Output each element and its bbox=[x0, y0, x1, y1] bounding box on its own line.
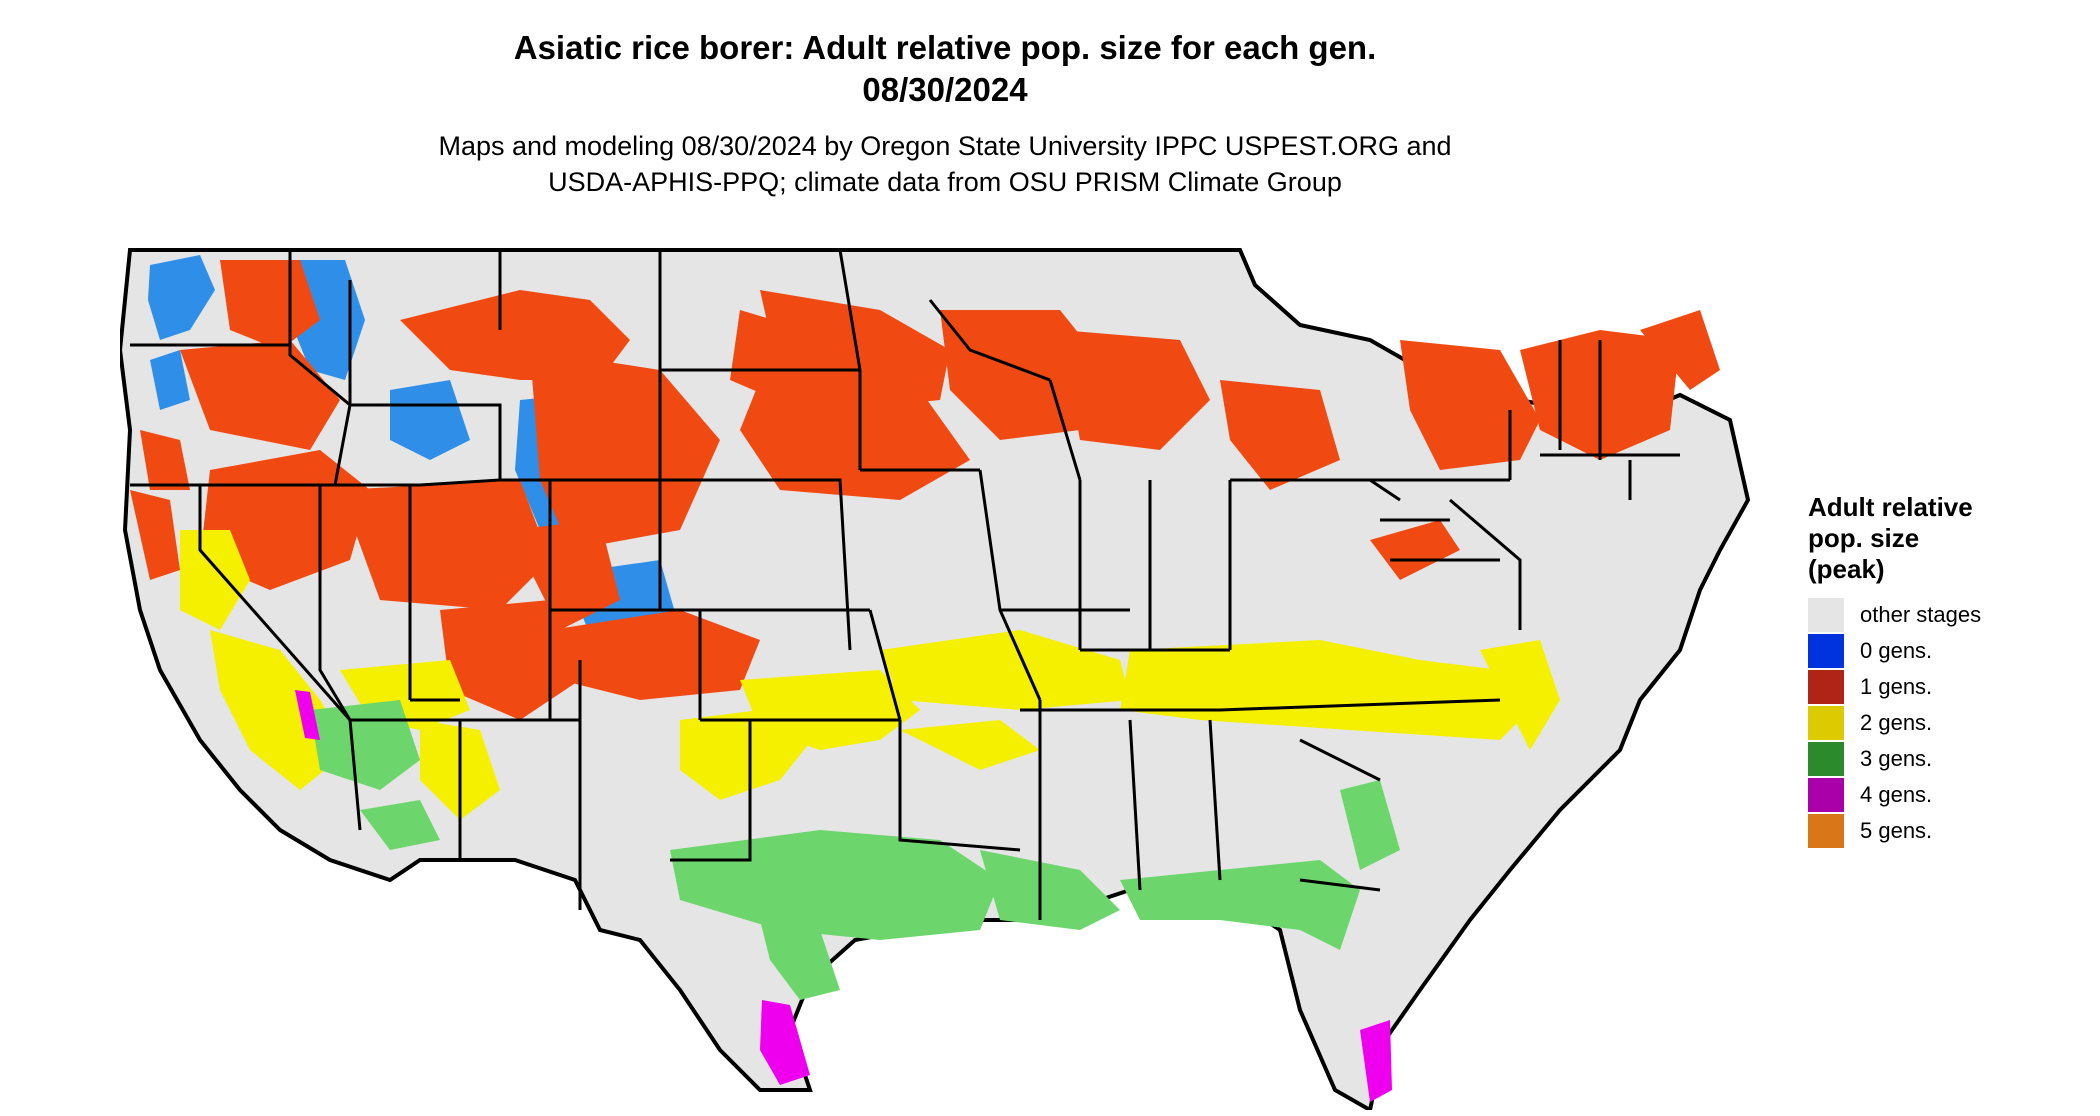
state-boundaries bbox=[130, 249, 1680, 920]
legend-swatch bbox=[1808, 742, 1844, 776]
four-generation-regions bbox=[295, 690, 1392, 1102]
legend-item-3-gens: 3 gens. bbox=[1808, 741, 1981, 777]
map-credits-line2: USDA-APHIS-PPQ; climate data from OSU PR… bbox=[548, 167, 1342, 197]
two-generation-regions bbox=[180, 530, 1560, 820]
legend-item-2-gens: 2 gens. bbox=[1808, 705, 1981, 741]
legend-swatch bbox=[1808, 706, 1844, 740]
legend-label: 0 gens. bbox=[1860, 638, 1933, 663]
legend-title-line: Adult relative bbox=[1808, 492, 1973, 522]
legend-swatch bbox=[1808, 670, 1844, 704]
legend-title: Adult relative pop. size (peak) bbox=[1808, 492, 1981, 585]
us-map bbox=[120, 248, 1751, 1110]
legend-item-other-stages: other stages bbox=[1808, 597, 1981, 633]
legend: Adult relative pop. size (peak) other st… bbox=[1808, 492, 1981, 849]
legend-swatch bbox=[1808, 814, 1844, 848]
legend-swatch bbox=[1808, 778, 1844, 812]
legend-label: other stages bbox=[1860, 602, 1982, 627]
three-generation-regions bbox=[310, 700, 1400, 1000]
legend-label: 3 gens. bbox=[1860, 746, 1933, 771]
legend-label: 5 gens. bbox=[1860, 818, 1933, 843]
legend-item-5-gens: 5 gens. bbox=[1808, 813, 1981, 849]
map-credits-line1: Maps and modeling 08/30/2024 by Oregon S… bbox=[438, 131, 1452, 161]
legend-title-line: pop. size bbox=[1808, 523, 1920, 553]
legend-swatch bbox=[1808, 634, 1844, 668]
legend-label: 1 gens. bbox=[1860, 674, 1933, 699]
legend-label: 4 gens. bbox=[1860, 782, 1933, 807]
legend-swatch bbox=[1808, 598, 1844, 632]
legend-label: 2 gens. bbox=[1860, 710, 1933, 735]
legend-item-0-gens: 0 gens. bbox=[1808, 633, 1981, 669]
map-title: Asiatic rice borer: Adult relative pop. … bbox=[513, 29, 1377, 66]
legend-item-1-gens: 1 gens. bbox=[1808, 669, 1981, 705]
legend-item-4-gens: 4 gens. bbox=[1808, 777, 1981, 813]
legend-title-line: (peak) bbox=[1808, 554, 1885, 584]
map-date: 08/30/2024 bbox=[862, 71, 1028, 108]
